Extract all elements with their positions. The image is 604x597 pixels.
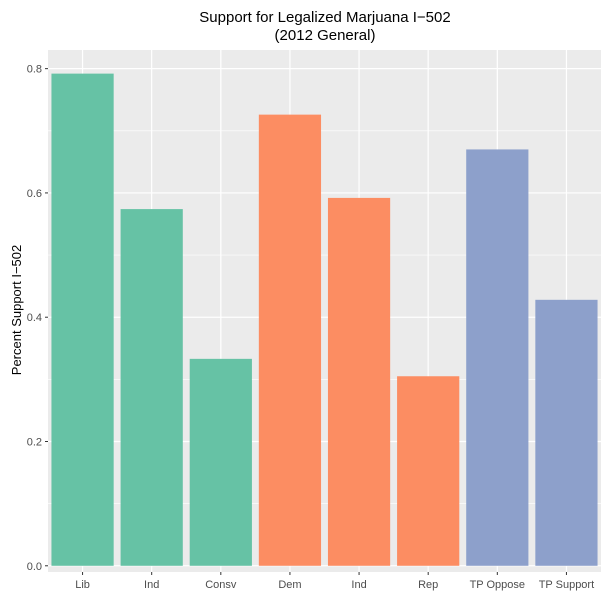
x-tick-label: TP Oppose bbox=[470, 579, 525, 591]
x-tick-label: TP Support bbox=[539, 579, 594, 591]
y-tick-label: 0.8 bbox=[27, 64, 42, 76]
y-tick-label: 0.4 bbox=[27, 312, 42, 324]
y-tick-label: 0.2 bbox=[27, 437, 42, 449]
x-tick-label: Dem bbox=[278, 579, 301, 591]
y-tick-label: 0.0 bbox=[27, 561, 42, 573]
bar-1 bbox=[51, 73, 114, 566]
x-tick-label: Consv bbox=[205, 579, 237, 591]
bar-3 bbox=[189, 358, 252, 566]
bar-4 bbox=[258, 114, 322, 566]
y-axis: 0.0 0.2 0.4 0.6 0.8 bbox=[27, 64, 48, 573]
x-tick-label: Lib bbox=[75, 579, 90, 591]
bar-5 bbox=[327, 197, 391, 566]
x-axis: Lib Ind Consv Dem Ind Rep TP Oppose TP Support bbox=[75, 572, 594, 591]
bar-8 bbox=[535, 299, 598, 566]
bar-2 bbox=[120, 209, 183, 566]
x-tick-label: Rep bbox=[418, 579, 438, 591]
x-tick-label: Ind bbox=[351, 579, 366, 591]
chart-title: Support for Legalized Marjuana I−502 bbox=[199, 9, 450, 26]
bar-6 bbox=[397, 376, 460, 566]
x-tick-label: Ind bbox=[144, 579, 159, 591]
chart-subtitle: (2012 General) bbox=[275, 27, 376, 44]
y-tick-label: 0.6 bbox=[27, 188, 42, 200]
y-axis-title: Percent Support I−502 bbox=[9, 245, 24, 375]
bar-7 bbox=[466, 149, 529, 566]
bars bbox=[51, 73, 598, 566]
